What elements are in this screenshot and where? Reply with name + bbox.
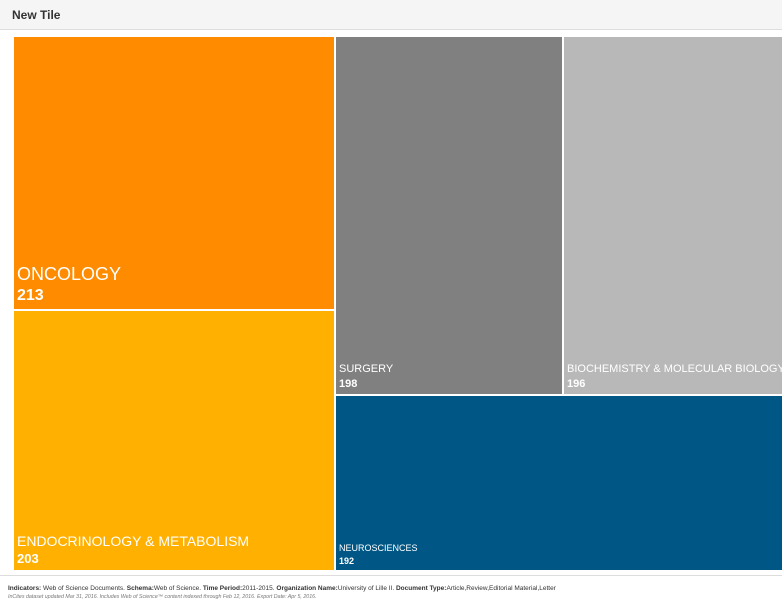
footer-metadata: Indicators: Web of Science Documents. Sc… [8, 585, 778, 592]
schema-label: Schema: [126, 585, 154, 592]
document-type-label: Document Type: [395, 585, 447, 592]
treemap-cell-value: 198 [339, 378, 358, 390]
footer: Indicators: Web of Science Documents. Sc… [8, 585, 778, 600]
treemap-cell-label: ONCOLOGY [17, 264, 122, 284]
time-period-value: 2011-2015. [242, 585, 275, 592]
treemap-cell[interactable]: ENDOCRINOLOGY & METABOLISM 203 [14, 311, 334, 570]
tile-header: New Tile [0, 0, 782, 30]
treemap-chart: ONCOLOGY 213 ENDOCRINOLOGY & METABOLISM 203… [14, 37, 782, 570]
treemap-cell-value: 213 [17, 287, 44, 304]
treemap-cell-label: NEUROSCIENCES [339, 543, 418, 553]
footer-note: InCites dataset updated Mar 31, 2016. In… [8, 594, 317, 600]
document-type-value: Article,Review,Editorial Material,Letter [446, 585, 556, 592]
treemap-cell[interactable]: BIOCHEMISTRY & MOLECULAR BIOLOGY 196 [564, 37, 782, 394]
treemap-cell-value: 203 [17, 551, 39, 566]
organization-label: Organization Name: [276, 585, 338, 592]
organization-value: University of Lille II. [337, 585, 395, 592]
time-period-label: Time Period: [202, 585, 243, 592]
treemap-cell-label: ENDOCRINOLOGY & METABOLISM [17, 533, 250, 549]
indicators-label: Indicators: [8, 585, 42, 592]
treemap-cell[interactable]: SURGERY 198 [336, 37, 562, 394]
footer-divider [0, 575, 782, 576]
treemap-cell[interactable]: ONCOLOGY 213 [14, 37, 334, 309]
indicators-value: Web of Science Documents. [43, 585, 125, 592]
treemap-cell-value: 196 [567, 378, 586, 390]
treemap-cell-label: SURGERY [339, 363, 394, 375]
treemap-cell-label: BIOCHEMISTRY & MOLECULAR BIOLOGY [567, 363, 782, 375]
treemap-cell[interactable]: NEUROSCIENCES 192 [336, 396, 782, 570]
treemap-cell-value: 192 [339, 556, 355, 566]
schema-value: Web of Science. [153, 585, 202, 592]
tile-title: New Tile [12, 8, 61, 22]
